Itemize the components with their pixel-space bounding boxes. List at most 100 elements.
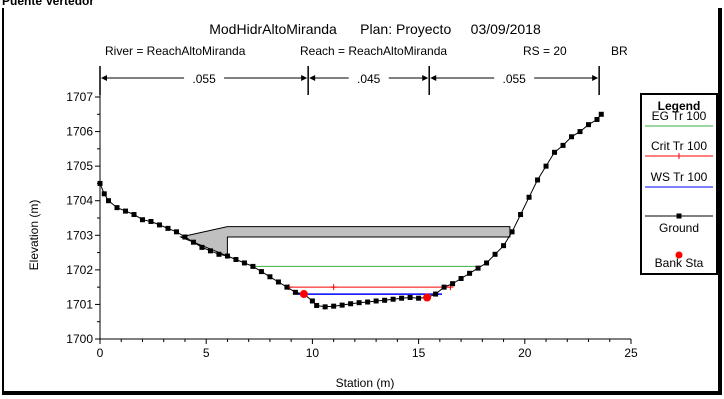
- ground-point: [241, 260, 247, 266]
- ground-point: [484, 260, 490, 266]
- y-tick-label: 1704: [66, 194, 93, 208]
- axes: 0 5 10 15 20 25 1700 1701 1702 1703 1704 1705 1706 17…: [66, 90, 638, 360]
- ground-point: [560, 142, 566, 148]
- ground-point: [501, 243, 507, 249]
- ground-point: [356, 300, 362, 306]
- ground-point: [339, 302, 345, 308]
- ground-point: [569, 134, 575, 140]
- mannings-arrow-head: [101, 75, 107, 81]
- bank-station-point: [423, 293, 432, 302]
- legend-label: WS Tr 100: [651, 170, 708, 184]
- ground-point: [224, 253, 230, 259]
- ground-point: [182, 234, 188, 240]
- legend-entries: EG Tr 100 Crit Tr 100 WS Tr 100 Ground Bank …: [645, 109, 713, 270]
- legend-swatch-marker: [676, 153, 682, 159]
- y-tick-label: 1702: [66, 263, 93, 277]
- ground-point: [284, 284, 290, 290]
- mannings-arrow-head: [430, 75, 437, 81]
- legend-swatch-marker: [676, 213, 682, 219]
- ground-point: [458, 276, 464, 281]
- x-tick-label: 15: [412, 346, 426, 360]
- legend-label: Bank Sta: [655, 256, 704, 270]
- x-tick-label: 20: [518, 346, 532, 360]
- mannings-arrow-head: [309, 75, 316, 81]
- mannings-arrow-head: [422, 75, 429, 81]
- ground-point: [365, 299, 371, 305]
- ground-point: [250, 263, 256, 269]
- ground-point: [292, 289, 298, 295]
- ground-point: [190, 239, 196, 245]
- ground-point: [552, 149, 558, 155]
- y-tick-label: 1700: [66, 332, 93, 346]
- ground-point: [382, 297, 388, 303]
- ground-point: [233, 256, 239, 262]
- ground-point: [156, 222, 162, 228]
- ground-point: [526, 194, 532, 200]
- x-axis-label: Station (m): [336, 376, 395, 390]
- ground-point: [467, 270, 473, 276]
- ground-point: [173, 229, 179, 235]
- subtitle-rs: RS = 20: [523, 44, 567, 58]
- legend-label: Crit Tr 100: [651, 139, 707, 153]
- legend-label: Ground: [659, 221, 699, 235]
- mannings-arrow-head: [592, 75, 599, 81]
- mannings-n-label: .055: [192, 72, 216, 86]
- ground-point: [586, 122, 592, 128]
- ground-point: [331, 303, 337, 309]
- ground-point: [267, 274, 273, 280]
- legend-label: EG Tr 100: [652, 109, 707, 123]
- ground-point: [309, 298, 315, 304]
- ground-point: [577, 129, 583, 135]
- y-tick-label: 1705: [66, 159, 93, 173]
- mannings-n-label: .055: [503, 72, 527, 86]
- mannings-arrow-head: [301, 75, 308, 81]
- ground-point: [433, 291, 439, 297]
- ground-point: [416, 295, 422, 301]
- x-tick-label: 0: [97, 346, 104, 360]
- chart-frame: [2, 8, 722, 395]
- ground-point: [114, 205, 120, 211]
- ground-point: [475, 265, 481, 271]
- ground-point: [199, 244, 205, 250]
- ground-point: [509, 229, 515, 235]
- legend: Legend EG Tr 100 Crit Tr 100 WS Tr 100 Grou…: [640, 93, 718, 275]
- ground-point: [322, 304, 328, 310]
- ground-point: [207, 248, 213, 254]
- legend-box: [640, 93, 718, 275]
- ground-point: [543, 163, 549, 169]
- ground-point: [598, 111, 604, 117]
- ground-point: [216, 251, 222, 257]
- y-tick-label: 1707: [66, 90, 93, 104]
- ground-point: [131, 212, 137, 218]
- ground-point: [399, 295, 405, 301]
- ground-point: [390, 296, 396, 302]
- ground-point: [122, 208, 128, 214]
- ground-point: [535, 177, 541, 183]
- ground-point: [518, 212, 524, 218]
- ground-line: [99, 113, 602, 308]
- page-title: Puente Vertedor: [2, 0, 95, 8]
- crit-marker: [330, 284, 337, 291]
- y-tick-label: 1701: [66, 297, 93, 311]
- legend-swatch-bank-sta: [675, 251, 683, 259]
- ground-point: [105, 198, 111, 204]
- subtitle-type: BR: [611, 44, 628, 58]
- ground-point: [348, 301, 354, 307]
- mannings-n-annotations: .055 .045 .055: [99, 66, 600, 95]
- y-tick-label: 1703: [66, 228, 93, 242]
- x-tick-label: 10: [306, 346, 320, 360]
- ground-point: [492, 251, 498, 257]
- subtitle-reach: Reach = ReachAltoMiranda: [300, 44, 447, 58]
- ground-point: [594, 116, 600, 122]
- subtitle-river: River = ReachAltoMiranda: [105, 44, 246, 58]
- chart-title: ModHidrAltoMiranda Plan: Proyecto 03/09/…: [209, 21, 541, 37]
- ground-point: [275, 279, 281, 285]
- ground-point: [441, 284, 447, 290]
- plot-area: [97, 111, 604, 310]
- ground-point: [314, 302, 320, 308]
- x-tick-label: 5: [203, 346, 210, 360]
- y-tick-label: 1706: [66, 125, 93, 139]
- y-axis-label: Elevation (m): [27, 200, 41, 271]
- ground-point: [407, 295, 413, 301]
